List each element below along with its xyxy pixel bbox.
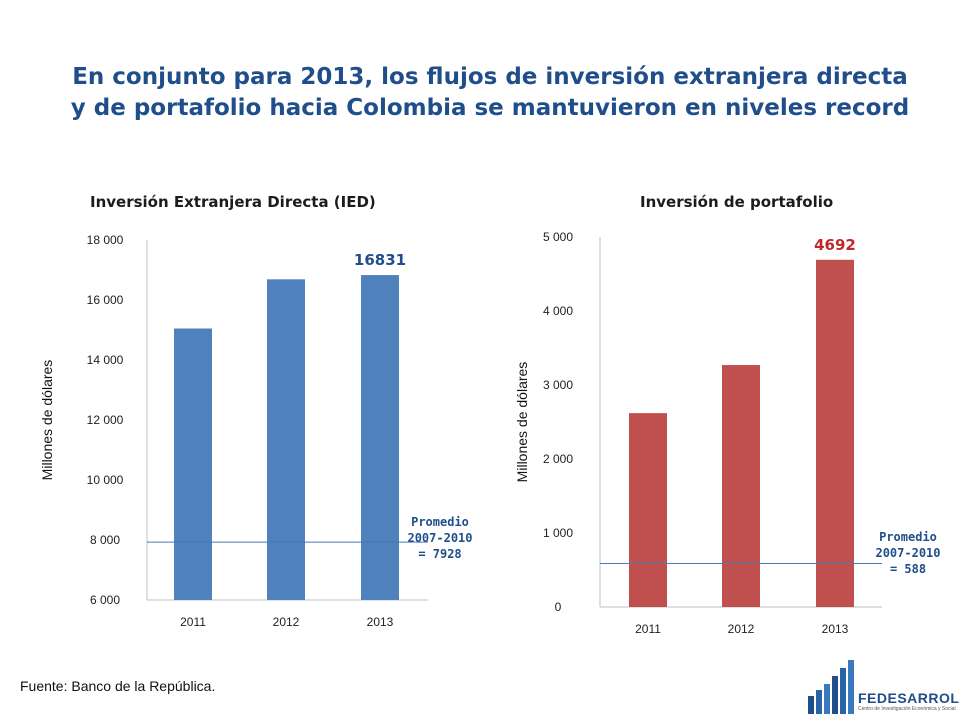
ied-average-label: = 7928 bbox=[418, 547, 461, 561]
ied-y-tick-label: 8 000 bbox=[90, 533, 120, 547]
ied-bar bbox=[361, 275, 399, 600]
ied-y-tick-label: 6 000 bbox=[90, 593, 120, 607]
portfolio-x-tick-label: 2011 bbox=[635, 622, 661, 636]
portfolio-average-label: Promedio bbox=[879, 530, 937, 544]
portfolio-average-label: 2007-2010 bbox=[875, 546, 940, 560]
portfolio-bar bbox=[816, 259, 854, 607]
ied-x-tick-label: 2013 bbox=[367, 615, 394, 629]
ied-y-tick-label: 12 000 bbox=[87, 413, 124, 427]
portfolio-chart-title: Inversión de portafolio bbox=[640, 193, 834, 211]
source-note: Fuente: Banco de la República. bbox=[20, 678, 216, 694]
fedesarrollo-logo-icon bbox=[808, 660, 854, 714]
portfolio-y-tick-label: 2 000 bbox=[543, 452, 573, 466]
portfolio-bar bbox=[722, 365, 760, 607]
ied-y-axis-label: Millones de dólares bbox=[39, 360, 55, 481]
ied-x-tick-label: 2011 bbox=[180, 615, 206, 629]
portfolio-data-label: 4692 bbox=[814, 236, 856, 254]
portfolio-average-label: = 588 bbox=[890, 562, 926, 576]
portfolio-x-tick-label: 2013 bbox=[822, 622, 849, 636]
ied-average-label: 2007-2010 bbox=[407, 531, 472, 545]
portfolio-y-tick-label: 1 000 bbox=[543, 526, 573, 540]
ied-chart-title: Inversión Extranjera Directa (IED) bbox=[90, 193, 376, 211]
logo-name: FEDESARROLLO bbox=[858, 690, 960, 706]
logo-subtitle: Centro de Investigación Económica y Soci… bbox=[858, 706, 956, 712]
ied-bar bbox=[174, 328, 212, 600]
portfolio-y-axis-label: Millones de dólares bbox=[514, 362, 530, 483]
portfolio-y-tick-label: 4 000 bbox=[543, 304, 573, 318]
ied-y-tick-label: 18 000 bbox=[87, 233, 124, 247]
ied-y-tick-label: 16 000 bbox=[87, 293, 124, 307]
slide-title: En conjunto para 2013, los flujos de inv… bbox=[40, 62, 940, 124]
slide-title-line-2: y de portafolio hacia Colombia se mantuv… bbox=[70, 95, 910, 121]
portfolio-x-tick-label: 2012 bbox=[728, 622, 755, 636]
portfolio-y-tick-label: 0 bbox=[555, 600, 562, 614]
ied-x-tick-label: 2012 bbox=[273, 615, 300, 629]
portfolio-y-tick-label: 3 000 bbox=[543, 378, 573, 392]
ied-bar bbox=[267, 279, 305, 600]
portfolio-bar bbox=[629, 413, 667, 607]
ied-y-tick-label: 14 000 bbox=[87, 353, 124, 367]
slide-title-line-1: En conjunto para 2013, los flujos de inv… bbox=[72, 64, 908, 90]
ied-average-label: Promedio bbox=[411, 515, 469, 529]
ied-y-tick-label: 10 000 bbox=[87, 473, 124, 487]
ied-data-label: 16831 bbox=[354, 251, 406, 269]
portfolio-y-tick-label: 5 000 bbox=[543, 230, 573, 244]
